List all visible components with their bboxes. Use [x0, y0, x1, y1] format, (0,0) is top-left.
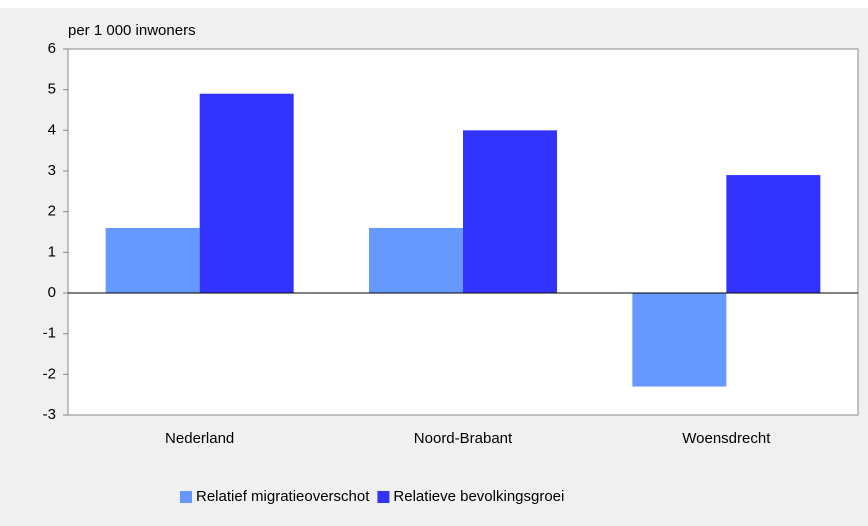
y-tick-label: 6: [48, 40, 56, 57]
bar: [199, 93, 294, 293]
y-tick-label: 0: [48, 284, 56, 301]
x-tick-label: Noord-Brabant: [414, 430, 513, 447]
top-strip: [0, 0, 868, 8]
axis-label: per 1 000 inwoners: [68, 22, 196, 39]
legend-swatch: [377, 491, 390, 503]
y-tick-label: 3: [48, 162, 56, 179]
bar: [368, 227, 463, 293]
legend-swatch: [180, 491, 192, 503]
bar: [463, 130, 558, 293]
x-tick-label: Woensdrecht: [682, 430, 771, 447]
legend-label: Relatief migratieoverschot: [196, 488, 370, 505]
y-tick-label: -1: [43, 325, 56, 342]
y-tick-label: -3: [43, 406, 56, 423]
legend-label: Relatieve bevolkingsgroei: [393, 488, 564, 505]
y-tick-label: -2: [43, 365, 56, 382]
bar: [632, 293, 727, 387]
y-tick-label: 5: [48, 81, 56, 98]
y-tick-label: 1: [48, 243, 56, 260]
bar: [726, 175, 821, 293]
bar: [105, 227, 200, 293]
y-tick-label: 4: [48, 121, 56, 138]
y-tick-label: 2: [48, 203, 56, 220]
x-tick-label: Nederland: [165, 430, 234, 447]
